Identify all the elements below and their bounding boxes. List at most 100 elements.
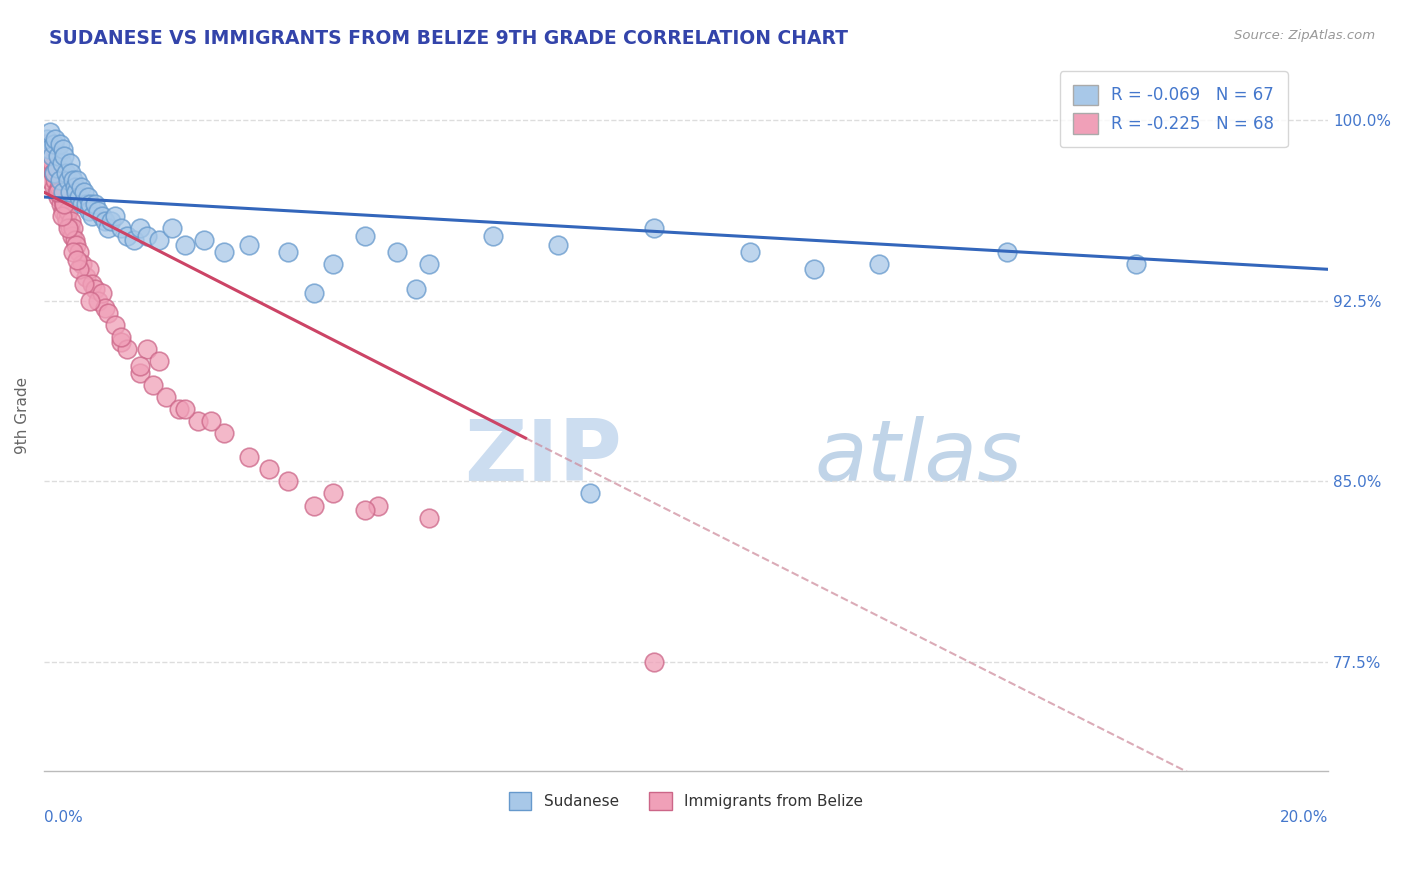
Point	[868, 258, 890, 272]
Point	[174, 402, 197, 417]
Point	[238, 238, 260, 252]
Point	[129, 359, 152, 373]
Point	[56, 214, 79, 228]
Point	[51, 156, 73, 170]
Point	[70, 180, 93, 194]
Point	[110, 221, 132, 235]
Point	[277, 245, 299, 260]
Point	[995, 245, 1018, 260]
Point	[66, 252, 89, 267]
Point	[58, 156, 80, 170]
Point	[66, 173, 89, 187]
Point	[42, 166, 65, 180]
Point	[46, 185, 69, 199]
Point	[122, 233, 145, 247]
Point	[117, 228, 139, 243]
Point	[129, 366, 152, 380]
Point	[46, 149, 69, 163]
Point	[63, 233, 86, 247]
Point	[42, 166, 65, 180]
Point	[49, 173, 72, 187]
Point	[90, 286, 112, 301]
Point	[42, 166, 65, 180]
Point	[75, 197, 97, 211]
Point	[75, 269, 97, 284]
Point	[38, 142, 60, 156]
Point	[79, 197, 101, 211]
Point	[322, 486, 344, 500]
Point	[87, 293, 110, 308]
Y-axis label: 9th Grade: 9th Grade	[15, 376, 30, 454]
Point	[59, 214, 82, 228]
Legend: R = -0.069   N = 67, R = -0.225   N = 68: R = -0.069 N = 67, R = -0.225 N = 68	[1060, 71, 1288, 147]
Point	[740, 245, 762, 260]
Point	[94, 301, 117, 315]
Point	[129, 221, 152, 235]
Point	[73, 277, 96, 291]
Point	[55, 166, 77, 180]
Point	[44, 180, 66, 194]
Point	[238, 450, 260, 465]
Point	[94, 214, 117, 228]
Point	[187, 414, 209, 428]
Point	[79, 293, 101, 308]
Point	[58, 185, 80, 199]
Point	[257, 462, 280, 476]
Point	[547, 238, 569, 252]
Point	[803, 262, 825, 277]
Point	[405, 282, 427, 296]
Point	[354, 228, 377, 243]
Point	[148, 354, 170, 368]
Point	[65, 185, 87, 199]
Point	[35, 132, 58, 146]
Point	[385, 245, 408, 260]
Point	[90, 209, 112, 223]
Text: Source: ZipAtlas.com: Source: ZipAtlas.com	[1234, 29, 1375, 42]
Point	[77, 262, 100, 277]
Point	[643, 655, 665, 669]
Point	[58, 221, 80, 235]
Point	[193, 233, 215, 247]
Point	[35, 149, 58, 163]
Point	[42, 136, 65, 151]
Point	[49, 136, 72, 151]
Point	[65, 238, 87, 252]
Point	[39, 125, 62, 139]
Point	[212, 426, 235, 441]
Text: 20.0%: 20.0%	[1279, 810, 1329, 825]
Point	[62, 173, 84, 187]
Point	[34, 136, 56, 151]
Point	[174, 238, 197, 252]
Point	[41, 156, 63, 170]
Point	[84, 282, 107, 296]
Point	[117, 342, 139, 356]
Point	[52, 142, 75, 156]
Point	[302, 499, 325, 513]
Point	[52, 204, 75, 219]
Point	[72, 258, 94, 272]
Text: SUDANESE VS IMMIGRANTS FROM BELIZE 9TH GRADE CORRELATION CHART: SUDANESE VS IMMIGRANTS FROM BELIZE 9TH G…	[49, 29, 848, 47]
Point	[103, 209, 125, 223]
Point	[45, 185, 67, 199]
Point	[45, 161, 67, 175]
Point	[53, 149, 76, 163]
Point	[39, 173, 62, 187]
Point	[67, 190, 90, 204]
Point	[212, 245, 235, 260]
Point	[76, 190, 98, 204]
Point	[167, 402, 190, 417]
Point	[418, 258, 440, 272]
Point	[354, 503, 377, 517]
Point	[367, 499, 389, 513]
Text: ZIP: ZIP	[464, 417, 621, 500]
Point	[148, 233, 170, 247]
Point	[63, 180, 86, 194]
Point	[59, 166, 82, 180]
Point	[142, 378, 165, 392]
Point	[53, 197, 76, 211]
Point	[52, 185, 75, 199]
Point	[60, 228, 83, 243]
Point	[578, 486, 600, 500]
Point	[58, 204, 80, 219]
Point	[162, 221, 184, 235]
